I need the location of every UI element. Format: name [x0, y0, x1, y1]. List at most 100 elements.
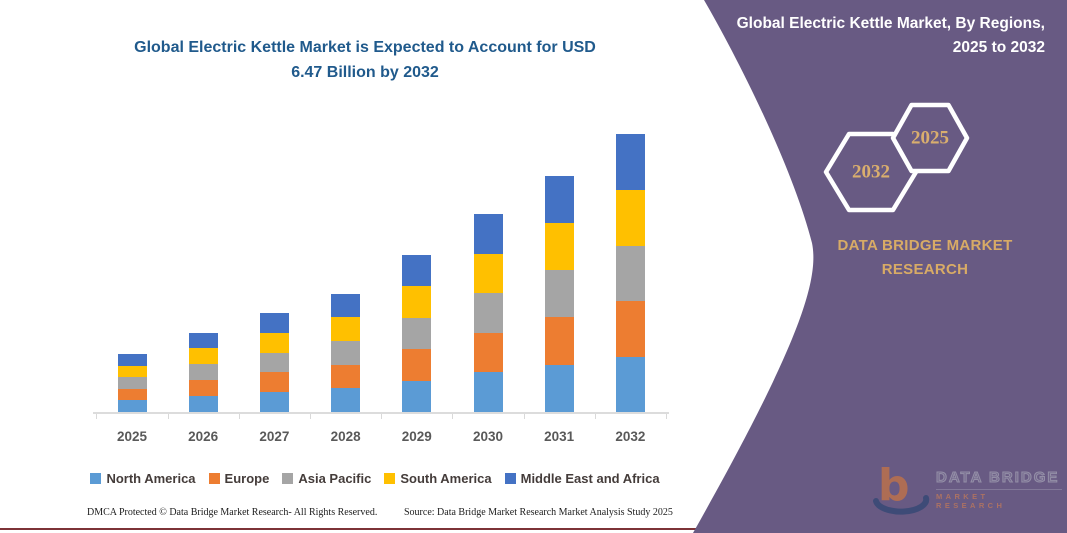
legend-item-middle-east-and-africa: Middle East and Africa — [504, 471, 660, 486]
segment-middle-east-and-africa-2030 — [473, 214, 503, 254]
legend-label-europe: Europe — [224, 471, 270, 486]
brand-name-text: DATA BRIDGE MARKET RESEARCH — [837, 237, 1013, 278]
legend-item-asia-pacific: Asia Pacific — [282, 471, 371, 486]
segment-europe-2032 — [615, 301, 645, 357]
segment-asia-pacific-2025 — [117, 377, 147, 389]
x-axis-label-2027: 2027 — [259, 429, 290, 444]
segment-europe-2026 — [188, 380, 218, 397]
segment-asia-pacific-2031 — [544, 270, 574, 318]
segment-asia-pacific-2027 — [259, 352, 289, 373]
bar-2026 — [188, 332, 218, 412]
segment-south-america-2031 — [544, 222, 574, 271]
chart-plot: 2025 2026 2027 2028 2029 2030 2031 2032 — [93, 118, 669, 444]
legend-item-north-america: North America — [90, 471, 196, 486]
legend-item-europe: Europe — [208, 471, 270, 486]
segment-europe-2030 — [473, 332, 503, 373]
segment-south-america-2026 — [188, 348, 218, 365]
segment-south-america-2025 — [117, 365, 147, 378]
segment-middle-east-and-africa-2026 — [188, 332, 218, 349]
segment-middle-east-and-africa-2025 — [117, 354, 147, 366]
segment-south-america-2030 — [473, 253, 503, 294]
x-axis-label-2029: 2029 — [401, 429, 432, 444]
x-axis-tick — [523, 414, 525, 419]
logo-b-icon: b — [872, 460, 930, 518]
segment-south-america-2028 — [331, 317, 361, 341]
legend-label-south-america: South America — [400, 471, 492, 486]
chart-title-line1: Global Electric Kettle Market is Expecte… — [134, 39, 596, 56]
segment-north-america-2025 — [117, 400, 147, 412]
segment-north-america-2031 — [544, 364, 574, 412]
year-hexagons: 2032 2025 — [823, 102, 970, 213]
segment-europe-2031 — [544, 317, 574, 365]
x-axis-tick — [666, 414, 667, 419]
segment-middle-east-and-africa-2027 — [259, 313, 289, 333]
bar-2027 — [259, 313, 289, 412]
x-axis-tick — [381, 414, 383, 419]
svg-text:b: b — [878, 460, 910, 511]
x-axis-label-2025: 2025 — [116, 429, 148, 444]
hexagon-2025-label: 2025 — [911, 128, 949, 149]
segment-asia-pacific-2026 — [188, 364, 218, 381]
segment-asia-pacific-2030 — [473, 293, 503, 333]
x-axis-tick — [238, 414, 240, 419]
segment-south-america-2027 — [259, 332, 289, 353]
hexagon-2032-label: 2032 — [852, 162, 890, 183]
legend-swatch-asia-pacific — [282, 473, 294, 484]
hexagon-2025-shape — [890, 102, 970, 174]
segment-north-america-2027 — [259, 392, 289, 412]
segment-middle-east-and-africa-2031 — [544, 175, 574, 223]
legend-swatch-middle-east-and-africa — [504, 473, 516, 484]
legend-swatch-south-america — [384, 473, 396, 484]
legend-label-middle-east-and-africa: Middle East and Africa — [520, 471, 660, 486]
segment-middle-east-and-africa-2029 — [402, 255, 432, 287]
segment-asia-pacific-2028 — [331, 340, 361, 365]
x-axis-label-2032: 2032 — [615, 429, 646, 444]
logo-text-line1: DATA BRIDGE — [936, 468, 1060, 486]
segment-middle-east-and-africa-2032 — [615, 134, 645, 190]
legend-label-north-america: North America — [106, 471, 196, 486]
chart-title-line2: 6.47 Billion by 2032 — [291, 63, 439, 81]
legend-label-asia-pacific: Asia Pacific — [298, 471, 372, 486]
segment-europe-2027 — [259, 372, 289, 393]
segment-south-america-2032 — [615, 190, 645, 246]
segment-europe-2025 — [117, 388, 147, 401]
bar-2025 — [117, 354, 147, 412]
x-axis-tick — [594, 414, 596, 419]
legend-swatch-europe — [208, 473, 220, 484]
segment-north-america-2030 — [473, 372, 503, 412]
chart-title: Global Electric Kettle Market is Expecte… — [75, 36, 655, 86]
segment-middle-east-and-africa-2028 — [331, 293, 361, 318]
bar-2030 — [473, 214, 503, 412]
x-axis-label-2030: 2030 — [472, 429, 504, 444]
segment-south-america-2029 — [402, 286, 432, 318]
x-axis-label-2026: 2026 — [188, 429, 219, 444]
x-axis-label-2031: 2031 — [544, 429, 575, 444]
x-axis-tick — [452, 414, 454, 419]
logo-text: DATA BRIDGE MARKET RESEARCH — [936, 468, 1062, 510]
segment-europe-2028 — [331, 364, 361, 389]
chart-legend: North America Europe Asia Pacific South Ame… — [75, 471, 675, 486]
bar-2028 — [331, 293, 361, 412]
legend-swatch-north-america — [90, 473, 102, 484]
segment-north-america-2026 — [188, 396, 218, 412]
segment-asia-pacific-2032 — [615, 245, 645, 301]
x-axis-tick — [310, 414, 311, 419]
x-axis-line — [93, 412, 669, 414]
x-axis-tick — [167, 414, 169, 419]
bar-2029 — [402, 255, 432, 412]
logo-text-line2: MARKET RESEARCH — [936, 488, 1062, 510]
bar-2031 — [544, 175, 574, 412]
bar-2032 — [615, 134, 645, 412]
panel-title: Global Electric Kettle Market, By Region… — [736, 15, 1045, 57]
legend-item-south-america: South America — [384, 471, 492, 486]
segment-north-america-2028 — [331, 388, 361, 412]
segment-asia-pacific-2029 — [402, 317, 432, 350]
brand-logo: b DATA BRIDGE MARKET RESEARCH — [872, 458, 1062, 520]
segment-north-america-2029 — [402, 380, 432, 412]
source-footer-text: Source: Data Bridge Market Research Mark… — [404, 507, 673, 518]
x-axis-tick — [96, 414, 98, 419]
segment-north-america-2032 — [615, 356, 645, 412]
bottom-divider-line — [0, 528, 732, 531]
